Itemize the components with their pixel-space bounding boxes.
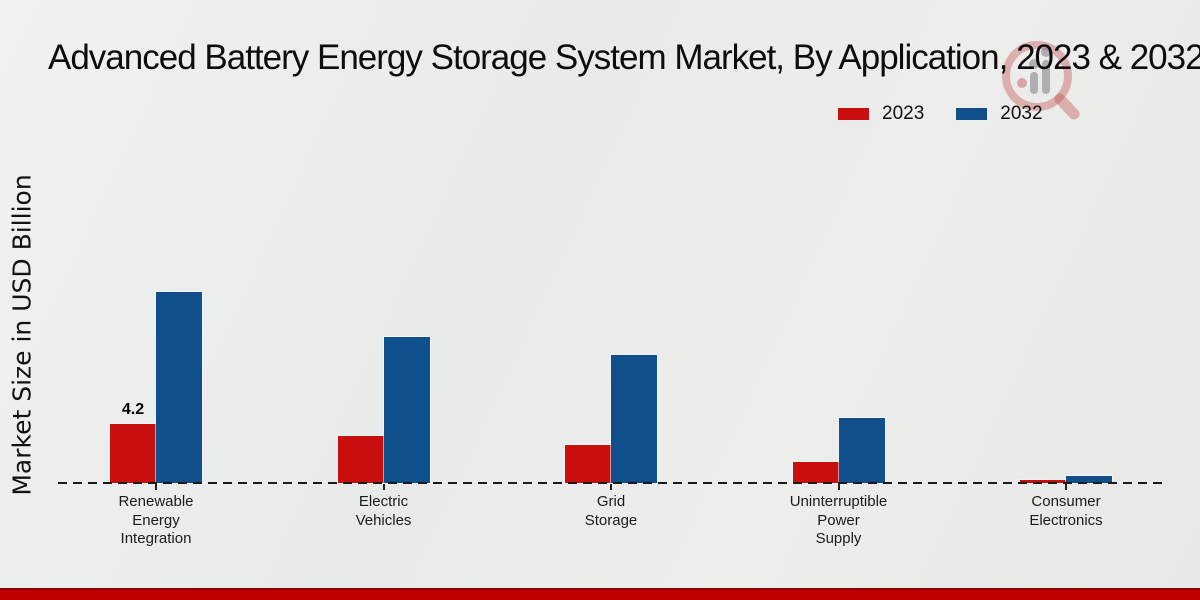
x-tick xyxy=(837,484,840,490)
bar-2023-category-1 xyxy=(110,424,156,483)
x-tick xyxy=(610,484,612,490)
bar-2032-category-1 xyxy=(156,292,202,483)
category-label: Consumer Electronics xyxy=(1029,493,1103,529)
legend-swatch-2023 xyxy=(838,108,869,120)
logo-red-dot xyxy=(1017,78,1027,88)
x-tick xyxy=(1065,484,1067,490)
logo-dot-left xyxy=(1029,59,1039,69)
logo-bar-short xyxy=(1030,72,1038,94)
bar-2032-category-3 xyxy=(611,354,657,483)
bar-value-label: 4.2 xyxy=(121,401,145,419)
magnifier-ring xyxy=(1002,41,1072,111)
bar-2023-category-3 xyxy=(565,445,611,483)
bar-2032-category-2 xyxy=(383,336,430,483)
bar-2032-category-4 xyxy=(838,417,885,483)
legend: 2023 2032 xyxy=(838,103,1043,125)
legend-label-2032: 2032 xyxy=(1000,103,1043,124)
legend-swatch-2032 xyxy=(956,108,988,120)
legend-item-2032: 2032 xyxy=(956,103,1043,125)
chart-title: Advanced Battery Energy Storage System M… xyxy=(48,40,1200,77)
magnifier-handle xyxy=(1054,93,1080,120)
category-label: Renewable Energy Integration xyxy=(118,493,194,547)
magnifier-chart-logo-watermark xyxy=(1002,41,1080,120)
x-axis-dashed-line xyxy=(58,482,1162,484)
bar-2023-category-5 xyxy=(1020,480,1066,483)
category-label: Electric Vehicles xyxy=(355,493,412,529)
bar-2023-category-2 xyxy=(337,435,384,483)
logo-dot-right xyxy=(1041,47,1051,57)
logo-bar-tall xyxy=(1042,60,1050,94)
category-label: Uninterruptible Power Supply xyxy=(789,493,888,547)
bar-2023-category-4 xyxy=(792,462,839,483)
legend-label-2023: 2023 xyxy=(882,103,925,124)
bar-2032-category-5 xyxy=(1066,476,1112,483)
x-tick xyxy=(382,484,385,490)
x-tick xyxy=(155,484,157,490)
legend-item-2023: 2023 xyxy=(838,103,924,125)
footer-accent-band xyxy=(0,588,1200,600)
category-label: Grid Storage xyxy=(584,493,638,529)
